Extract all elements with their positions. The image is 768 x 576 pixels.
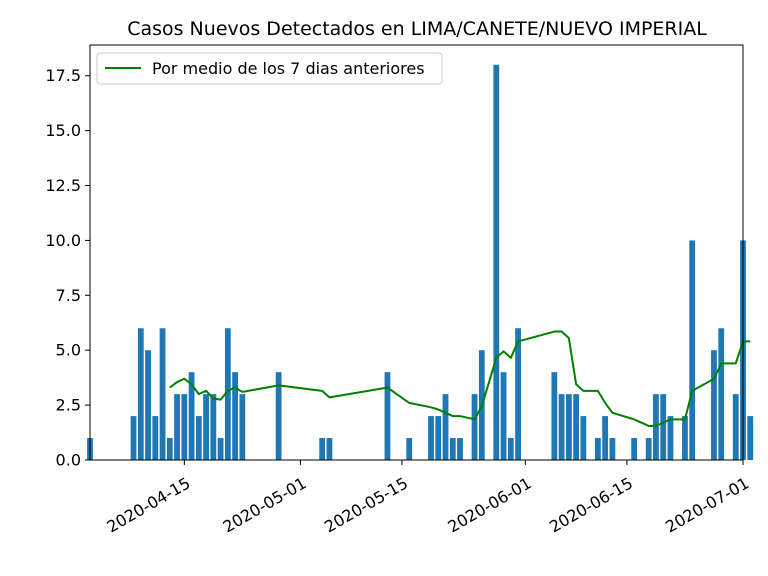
- x-tick-label: 2020-05-01: [220, 473, 310, 536]
- bar: [181, 394, 188, 460]
- bar: [573, 394, 580, 460]
- x-tick-label: 2020-07-01: [662, 473, 752, 536]
- bar: [166, 438, 173, 460]
- legend-label: Por medio de los 7 dias anteriores: [152, 59, 425, 78]
- chart-title: Casos Nuevos Detectados en LIMA/CANETE/N…: [127, 18, 707, 40]
- bar: [580, 416, 587, 460]
- x-tick-label: 2020-06-15: [546, 473, 636, 536]
- bar: [130, 416, 137, 460]
- x-tick-label: 2020-04-15: [103, 473, 193, 536]
- bar: [210, 394, 217, 460]
- moving-average-line: [169, 330, 751, 427]
- y-tick-label: 5.0: [56, 341, 81, 360]
- y-tick-label: 15.0: [45, 121, 81, 140]
- bar: [406, 438, 413, 460]
- bar: [159, 328, 166, 460]
- bar: [239, 394, 246, 460]
- bar: [653, 394, 659, 460]
- bar: [667, 416, 674, 460]
- bar: [275, 372, 282, 460]
- bar: [711, 350, 717, 460]
- bar: [195, 416, 202, 460]
- bar: [565, 394, 572, 460]
- bar: [645, 438, 652, 460]
- bar: [152, 416, 159, 460]
- legend: Por medio de los 7 dias anteriores: [96, 52, 443, 85]
- bar: [471, 394, 478, 460]
- bar: [384, 372, 391, 460]
- bar: [174, 394, 180, 460]
- bar: [500, 372, 507, 460]
- bar: [224, 328, 231, 460]
- y-tick-label: 10.0: [45, 231, 81, 250]
- bar: [428, 416, 434, 460]
- bar: [319, 438, 326, 460]
- bar: [442, 394, 449, 460]
- bar: [449, 438, 456, 460]
- y-tick-label: 0.0: [56, 451, 81, 470]
- bar: [435, 416, 442, 460]
- bar: [747, 416, 754, 460]
- bar: [558, 394, 565, 460]
- bar: [457, 438, 463, 460]
- bar: [609, 438, 616, 460]
- bar: [507, 438, 514, 460]
- legend-box: [96, 52, 443, 85]
- y-tick-label: 17.5: [45, 66, 81, 85]
- plot-area: 0.0 2.5 5.0 7.5 10.0 12.5 15.0 17.5 2020-04-15 20…: [45, 44, 754, 536]
- bar: [145, 350, 151, 460]
- bar: [660, 394, 667, 460]
- bar: [551, 372, 558, 460]
- bar: [602, 416, 609, 460]
- bar: [217, 438, 224, 460]
- bar: [203, 394, 209, 460]
- bar: [326, 438, 333, 460]
- bar: [232, 372, 239, 460]
- bar: [188, 372, 195, 460]
- bar: [594, 438, 601, 460]
- axes-frame: [89, 44, 744, 461]
- bar: [718, 328, 725, 460]
- y-tick-label: 12.5: [45, 176, 81, 195]
- x-tick-label: 2020-06-01: [445, 473, 535, 536]
- y-tick-label: 7.5: [56, 286, 81, 305]
- bar: [682, 416, 688, 460]
- bar: [137, 328, 144, 460]
- bar: [515, 328, 521, 460]
- bar: [631, 438, 638, 460]
- bar: [493, 64, 500, 460]
- x-tick-label: 2020-05-15: [321, 473, 411, 536]
- bar: [689, 240, 696, 460]
- y-tick-label: 2.5: [56, 396, 81, 415]
- bar: [732, 394, 739, 460]
